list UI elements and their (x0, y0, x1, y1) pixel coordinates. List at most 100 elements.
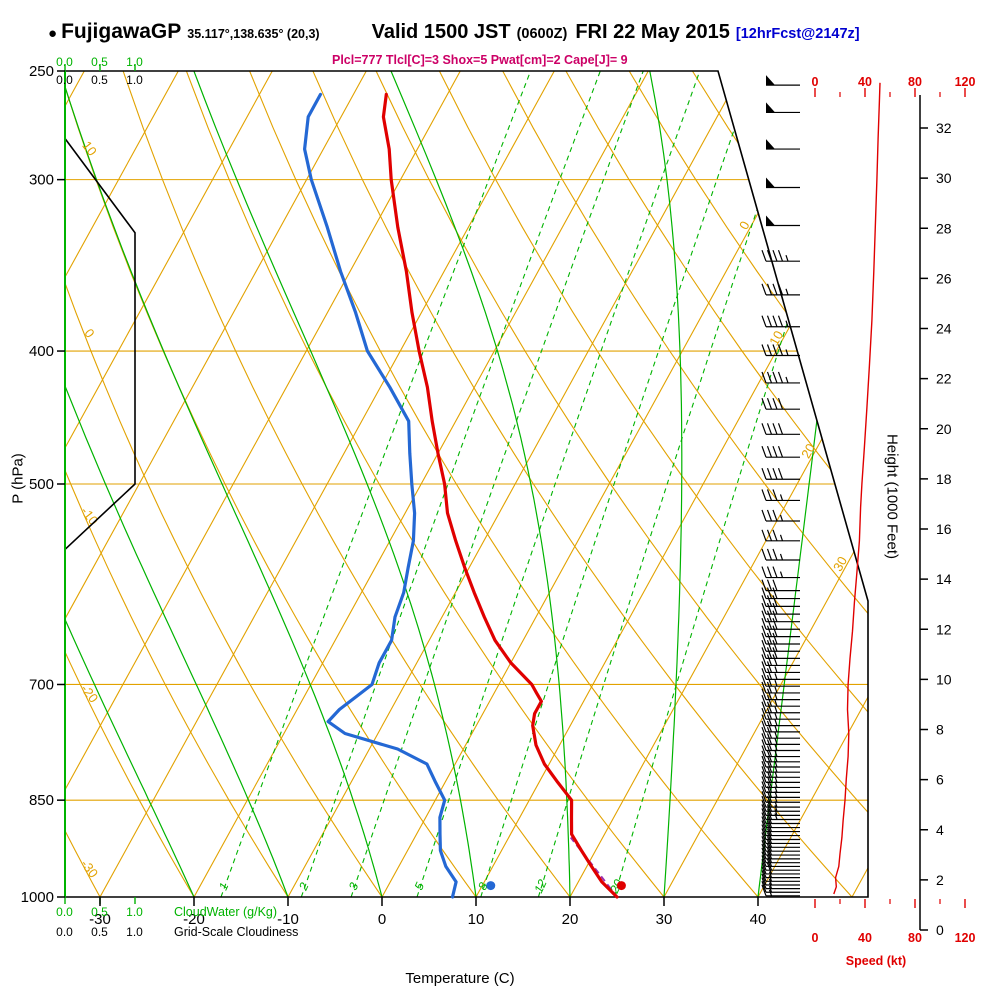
wind-barb-feather (766, 733, 773, 745)
dry-adiabat-line (65, 71, 289, 897)
wind-barb-feather (766, 832, 773, 844)
height-tick-label: 18 (936, 471, 952, 487)
wind-barb-feather (761, 820, 767, 832)
wind-barb-feather (772, 468, 778, 480)
speed-tick: 120 (954, 931, 976, 945)
dry-adiabat-line (185, 71, 665, 897)
cloudwater-tick: 0.5 (91, 55, 108, 69)
wind-barb-feather (761, 701, 767, 713)
wind-barb-feather (761, 587, 767, 599)
wind-barb-feather (766, 688, 773, 700)
wind-barb-feather (766, 602, 773, 615)
wind-barb-feather (772, 618, 778, 630)
wind-barb-feather (766, 816, 773, 828)
wind-barb-feather (766, 625, 773, 637)
pressure-axis: 250 300 400 500 700 850 1000 (21, 63, 65, 906)
cloudwater-scale-bottom: 0.0 0.5 1.0 CloudWater (g/Kg) (47, 905, 277, 919)
wind-barb-feather (761, 781, 767, 793)
wind-barb-feather (766, 674, 773, 687)
wind-barb-feather (766, 843, 773, 856)
height-tick-label: 2 (936, 872, 944, 888)
wind-barb-feather (766, 720, 773, 733)
wind-barb-feather (766, 632, 773, 645)
surface-temp-dot (616, 881, 626, 891)
wind-barb-feather (772, 654, 778, 666)
wind-barb-feather (772, 640, 778, 652)
cloudiness-scale-bottom: 0.0 0.5 1.0 Grid-Scale Cloudiness (47, 925, 298, 939)
wind-barb-feather (766, 618, 773, 630)
pressure-tick-label: 700 (29, 676, 54, 693)
wind-barb-feather (772, 632, 778, 645)
wind-barb-feather (777, 344, 784, 356)
wind-barb-feather (761, 847, 767, 860)
cloudwater-tick: 1.0 (126, 55, 143, 69)
wind-barb-feather (772, 249, 778, 262)
isotherm-line (757, 71, 868, 897)
speed-tick: 0 (811, 931, 819, 945)
pressure-axis-label: P (hPa) (9, 453, 27, 504)
mixing-ratio-line (480, 71, 756, 897)
wind-barb-feather (761, 828, 767, 840)
mixing-ratio-label: 1 (216, 880, 232, 892)
wind-barb-feather (761, 489, 767, 501)
wind-barb-feather (766, 344, 773, 356)
wind-barb-feather (761, 760, 767, 773)
height-tick-label: 12 (936, 621, 952, 637)
wind-barb-half-feather (774, 700, 778, 707)
cloudiness-scale-top: 0.0 0.5 1.0 (47, 73, 152, 87)
wind-barb-feather (766, 824, 773, 836)
wind-barb-feather (777, 445, 784, 458)
wind-barb-half-feather (774, 713, 778, 720)
wind-barb-half-feather (774, 679, 778, 687)
cloudiness-axis-label: Grid-Scale Cloudiness (174, 925, 299, 939)
wind-barb-feather (761, 695, 767, 707)
mixing-ratio-line (350, 71, 644, 897)
height-tick-label: 16 (936, 521, 952, 537)
wind-barb-feather (777, 283, 784, 296)
wind-barb-half-feather (774, 666, 778, 673)
wind-barb-feather (761, 423, 767, 435)
cloudiness-tick: 0.5 (91, 925, 108, 939)
dry-adiabat-label: -20 (78, 681, 101, 705)
temperature-tick-label: -20 (183, 911, 205, 928)
wind-barb-feather (761, 632, 767, 645)
dry-adiabat-line (375, 71, 868, 897)
isotherm-line (287, 71, 743, 897)
wind-barb-feather (761, 529, 767, 541)
isotherm-line (65, 71, 367, 897)
wind-barb-feather (766, 587, 773, 599)
wind-barb-feather (761, 795, 767, 808)
dry-adiabat-label: -30 (78, 857, 101, 881)
wind-barb-half-feather (768, 878, 773, 886)
mixing-ratio-label: 5 (412, 880, 428, 892)
wind-barb-feather (761, 776, 767, 788)
isotherm-label: 0 (736, 218, 753, 232)
speed-tick: 120 (954, 75, 976, 89)
wind-barb-feather (761, 804, 767, 816)
moist-adiabat-line (65, 71, 383, 897)
plot-border (65, 70, 869, 898)
wind-barb-feather (772, 595, 778, 607)
wind-barb-feather (761, 766, 767, 778)
wind-barb-feather (766, 862, 773, 875)
wind-barb-feather (761, 800, 767, 812)
height-axis-label: Height (1000 Feet) (883, 433, 901, 560)
wind-barb-feather (761, 866, 767, 878)
wind-barb-pennant (766, 177, 775, 188)
wind-barb-half-feather (785, 254, 789, 262)
wind-barb-feather (761, 745, 767, 757)
wind-barb-feather (766, 701, 773, 713)
isotherm-line (851, 71, 868, 897)
wind-barb-feather (766, 548, 773, 561)
surface-markers (486, 881, 626, 891)
dry-adiabat-line (502, 71, 868, 897)
wind-barb-feather (766, 315, 773, 327)
wind-barb-feather (766, 695, 773, 707)
wind-barb-half-feather (768, 886, 773, 893)
wind-barb-feather (766, 640, 773, 652)
wind-barb-feather (761, 771, 767, 783)
wind-barb-feather (761, 855, 767, 867)
pressure-tick-label: 500 (29, 476, 54, 493)
isotherm-label: 10 (766, 328, 786, 348)
